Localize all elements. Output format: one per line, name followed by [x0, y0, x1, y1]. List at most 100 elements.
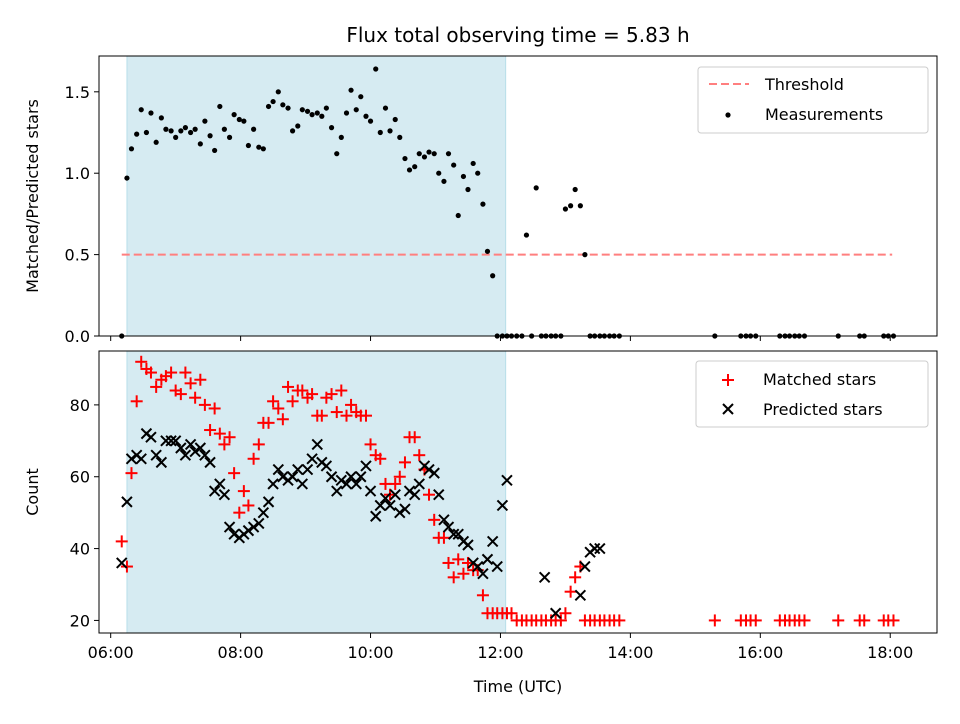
- predicted-stars-point: [549, 607, 562, 619]
- matched-stars-point: [286, 395, 299, 408]
- legend-matched-swatch: [722, 374, 734, 386]
- predicted-stars-point: [267, 478, 279, 490]
- matched-stars-point: [165, 366, 178, 379]
- matched-stars-point: [442, 556, 455, 569]
- predicted-stars-point: [184, 438, 197, 451]
- predicted-stars-point: [277, 471, 289, 483]
- matched-stars-point: [315, 409, 328, 422]
- measurement-point: [358, 94, 364, 100]
- measurement-point: [182, 125, 188, 131]
- predicted-stars-point: [340, 478, 353, 490]
- predicted-stars-point: [579, 560, 591, 573]
- matched-stars-point: [413, 449, 426, 462]
- legend-threshold-label: Threshold: [764, 75, 844, 94]
- measurement-point: [451, 162, 457, 168]
- predicted-stars-point: [286, 471, 299, 483]
- measurement-point: [465, 186, 471, 193]
- predicted-stars-point: [296, 478, 309, 490]
- y-axis-label-bottom: Count: [23, 468, 42, 516]
- predicted-stars-point: [311, 438, 323, 451]
- measurement-point: [289, 128, 296, 134]
- predicted-stars-point: [194, 442, 207, 454]
- chart-title: Flux total observing time = 5.83 h: [346, 23, 689, 47]
- predicted-stars-point: [433, 488, 445, 501]
- predicted-stars-point: [335, 474, 348, 487]
- matched-stars-point: [505, 607, 518, 620]
- x-tick-label: 12:00: [477, 643, 523, 662]
- x-tick-label: 06:00: [88, 643, 134, 662]
- legend-matched-label: Matched stars: [763, 370, 876, 389]
- predicted-stars-point: [364, 485, 377, 497]
- highlight-span-top: [126, 55, 507, 337]
- measurement-point: [280, 102, 286, 108]
- measurement-point: [348, 87, 354, 93]
- y-tick-label: 1.5: [65, 83, 90, 102]
- predicted-stars-point: [228, 528, 240, 540]
- measurement-point: [202, 118, 208, 124]
- measurement-point: [236, 116, 242, 123]
- predicted-stars-point: [160, 435, 172, 447]
- matched-stars-point: [228, 467, 241, 480]
- predicted-stars-point: [501, 474, 513, 487]
- predicted-stars-point: [379, 492, 392, 504]
- measurement-point: [402, 155, 408, 162]
- measurement-point: [436, 170, 442, 176]
- predicted-stars-point: [350, 478, 362, 490]
- count-panel: 20 40 60 80 06:00 08:00 10:00 12:00 14:00 16:00 1…: [23, 350, 938, 696]
- matched-stars-point: [858, 614, 871, 627]
- y-tick-label: 60: [70, 468, 90, 487]
- predicted-stars-point: [292, 463, 304, 476]
- matched-stars-point: [223, 431, 236, 444]
- matched-stars-point: [564, 585, 577, 598]
- matched-stars-point: [832, 614, 845, 627]
- measurement-point: [334, 151, 340, 157]
- measurement-point: [299, 107, 305, 113]
- x-tick-label: 08:00: [218, 643, 264, 662]
- matched-stars-point: [150, 380, 163, 393]
- predicted-stars-point: [125, 453, 138, 465]
- measurement-point: [455, 212, 461, 219]
- matched-stars-point: [393, 470, 406, 483]
- predicted-stars-point: [189, 445, 201, 458]
- matched-stars-point: [296, 384, 309, 397]
- measurement-point: [343, 110, 350, 116]
- measurement-point: [226, 134, 233, 140]
- matched-stars-point: [252, 438, 265, 451]
- predicted-stars-point: [175, 442, 187, 454]
- predicted-stars-point: [360, 460, 372, 472]
- predicted-stars-point: [320, 460, 333, 472]
- measurement-point: [217, 103, 223, 110]
- measurement-point: [143, 129, 150, 136]
- matched-stars-point: [476, 589, 489, 602]
- matched-stars-point: [272, 402, 285, 415]
- matched-stars-point: [457, 567, 470, 580]
- matched-stars-point: [184, 377, 197, 390]
- predicted-stars-point: [301, 463, 314, 476]
- y-axis-label-top: Matched/Predicted stars: [23, 99, 42, 293]
- predicted-stars-point: [438, 514, 450, 526]
- predicted-stars-point: [496, 499, 509, 512]
- y-ticks-top: 0.0 0.5 1.0 1.5: [65, 83, 99, 346]
- legend-measurements-swatch: [725, 112, 731, 118]
- matched-stars-point: [708, 614, 721, 627]
- y-tick-label: 40: [70, 540, 90, 559]
- measurement-point: [256, 144, 262, 150]
- predicted-stars-point: [462, 539, 474, 551]
- measurement-point: [572, 186, 578, 193]
- measurement-point: [338, 134, 344, 140]
- predicted-stars-point: [477, 568, 489, 580]
- predicted-stars-point: [208, 485, 221, 497]
- matched-stars-point: [423, 488, 436, 501]
- matched-stars-point: [887, 614, 900, 627]
- measurement-point: [251, 126, 257, 132]
- measurement-point: [367, 118, 374, 124]
- predicted-stars-point: [409, 488, 421, 501]
- measurement-point: [392, 116, 398, 123]
- predicted-stars-point: [486, 535, 499, 548]
- predicted-stars-point: [403, 485, 416, 497]
- measurement-point: [187, 129, 194, 136]
- measurement-point: [480, 201, 486, 207]
- measurement-point: [406, 167, 413, 173]
- measurement-point: [568, 203, 574, 209]
- predicted-stars-point: [331, 485, 343, 497]
